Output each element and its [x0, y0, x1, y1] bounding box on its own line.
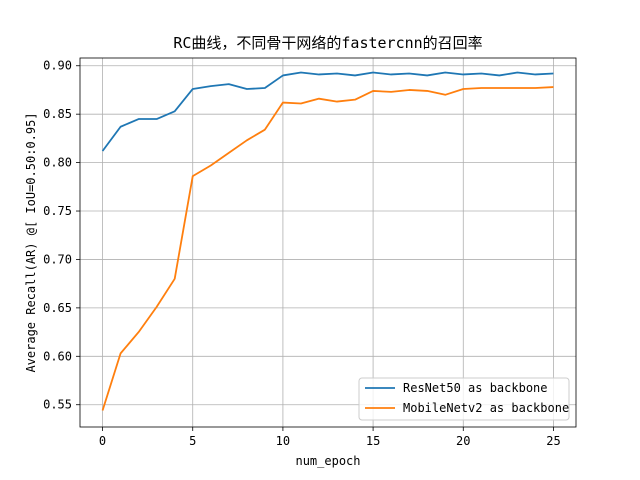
- y-tick-label: 0.60: [43, 349, 72, 363]
- y-axis-label: Average Recall(AR) @[ IoU=0.50:0.95]: [24, 112, 38, 372]
- y-tick-label: 0.75: [43, 204, 72, 218]
- y-tick-label: 0.70: [43, 252, 72, 266]
- y-tick-label: 0.80: [43, 156, 72, 170]
- legend-box: [358, 377, 570, 421]
- grid-lines: [80, 58, 576, 427]
- y-tick-label: 0.65: [43, 301, 72, 315]
- legend: ResNet50 as backbone MobileNetv2 as back…: [358, 377, 570, 421]
- y-tick-label: 0.90: [43, 59, 72, 73]
- y-tick-label: 0.85: [43, 107, 72, 121]
- x-tick-label: 0: [99, 434, 106, 448]
- axis-ticks: 0 5 10 15 20 25 0.55 0.60 0.65 0.70 0.75 0.80 0.85 0.…: [43, 59, 561, 448]
- legend-label-resnet50: ResNet50 as backbone: [403, 381, 548, 395]
- series-line-resnet50: [101, 71, 554, 152]
- x-tick-label: 25: [546, 434, 560, 448]
- y-tick-label: 0.55: [43, 398, 72, 412]
- plot-frame: [79, 57, 577, 428]
- series-lines: [101, 71, 554, 411]
- x-tick-label: 20: [456, 434, 470, 448]
- x-axis-label: num_epoch: [295, 454, 360, 468]
- x-tick-label: 5: [189, 434, 196, 448]
- x-tick-label: 10: [276, 434, 290, 448]
- chart-title: RC曲线，不同骨干网络的fastercnn的召回率: [173, 34, 482, 52]
- x-tick-label: 15: [366, 434, 380, 448]
- legend-label-mobilenetv2: MobileNetv2 as backbone: [403, 401, 569, 415]
- series-line-mobilenetv2: [101, 86, 554, 411]
